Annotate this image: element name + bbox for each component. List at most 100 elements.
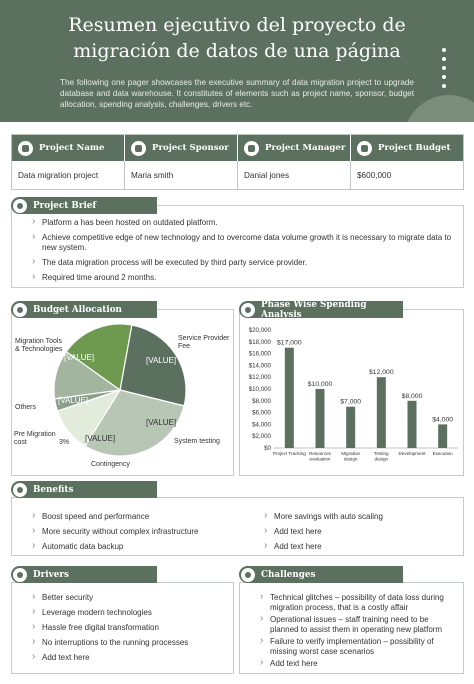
page-title: Resumen ejecutivo del proyecto de migrac… xyxy=(20,12,454,64)
bar-value-label: $7,000 xyxy=(340,399,361,406)
y-tick-label: $2,000 xyxy=(252,433,271,440)
challenges-box: Technical glitches – possibility of data… xyxy=(239,582,464,674)
project-manager-value: Danial jones xyxy=(238,161,351,189)
header-project-budget: Project Budget xyxy=(351,135,463,161)
list-item: The data migration process will be execu… xyxy=(30,257,455,268)
header-banner: Resumen ejecutivo del proyecto de migrac… xyxy=(0,0,474,122)
benefits-left-list: Boost speed and performance More securit… xyxy=(30,511,250,557)
handshake-icon xyxy=(131,140,146,156)
y-tick-label: $6,000 xyxy=(252,410,271,417)
bar xyxy=(346,406,356,448)
bar xyxy=(407,400,417,448)
slice-value-contingency: [VALUE] xyxy=(85,434,116,443)
y-tick-label: $8,000 xyxy=(252,398,271,405)
bar xyxy=(315,389,325,448)
benefits-right-list: More savings with auto scaling Add text … xyxy=(262,511,457,557)
bar xyxy=(284,347,294,448)
list-item: No interruptions to the running processe… xyxy=(30,637,230,648)
phase-spending-bar-chart: $0 $2,000 $4,000 $6,000 $8,000 $10,000 $12,000… xyxy=(249,327,458,462)
list-item: Achieve competitive edge of new technolo… xyxy=(30,232,455,253)
list-item: Better security xyxy=(30,592,230,603)
section-bullet-icon xyxy=(13,482,27,497)
benefits-heading: Benefits xyxy=(11,481,157,498)
bar-value-label: $10,000 xyxy=(308,381,333,388)
category-label: Testing design xyxy=(374,451,389,462)
slice-value-others: [VALUE] xyxy=(58,396,89,405)
pie-label-others: Others xyxy=(15,404,37,411)
category-label: Resources evaluation xyxy=(309,451,332,462)
category-label: Migration design xyxy=(341,451,360,462)
project-table-header: Project Name Project Sponsor Project Man… xyxy=(12,135,463,161)
challenges-heading: Challenges xyxy=(239,566,403,583)
y-tick-label: $18,000 xyxy=(249,339,272,346)
header-project-sponsor: Project Sponsor xyxy=(125,135,238,161)
section-bullet-icon xyxy=(241,567,255,582)
header-project-manager: Project Manager xyxy=(238,135,351,161)
bar xyxy=(376,377,386,448)
list-item: Technical glitches – possibility of data… xyxy=(258,592,458,612)
y-tick-label: $4,000 xyxy=(252,421,271,428)
list-item: Add text here xyxy=(262,526,457,537)
list-item: Automatic data backup xyxy=(30,541,250,552)
list-item: Boost speed and performance xyxy=(30,511,250,522)
section-bullet-icon xyxy=(13,198,27,213)
pie-label-pre-migration: Pre Migration cost xyxy=(14,431,56,446)
drivers-heading: Drivers xyxy=(11,566,157,583)
section-bullet-icon xyxy=(13,302,27,317)
money-icon xyxy=(357,140,372,156)
phase-spending-box: $0 $2,000 $4,000 $6,000 $8,000 $10,000 $12,000… xyxy=(239,309,464,476)
drivers-box: Better security Leverage modern technolo… xyxy=(11,582,234,674)
pie-slice-service xyxy=(119,324,187,407)
list-item: Required time around 2 months. xyxy=(30,272,455,283)
y-tick-label: $12,000 xyxy=(249,374,272,381)
bar-value-label: $12,000 xyxy=(369,369,394,376)
list-item: Operational issues – staff training need… xyxy=(258,614,458,634)
slice-value-system-testing: [VALUE] xyxy=(146,418,177,427)
decorative-circle-icon xyxy=(404,95,474,122)
y-tick-label: $0 xyxy=(264,445,271,452)
pie-label-contingency: Contingency xyxy=(91,461,130,468)
challenges-list: Technical glitches – possibility of data… xyxy=(258,592,458,674)
list-item: Add text here xyxy=(262,541,457,552)
project-table: Project Name Project Sponsor Project Man… xyxy=(11,134,464,190)
list-item: More savings with auto scaling xyxy=(262,511,457,522)
project-name-value: Data migration project xyxy=(12,161,125,189)
category-label: Execution xyxy=(433,451,454,456)
header-project-name: Project Name xyxy=(12,135,125,161)
list-item: Leverage modern technologies xyxy=(30,607,230,618)
pie-label-migration: Migration Tools & Technologies xyxy=(15,338,63,353)
slice-value-service: [VALUE] xyxy=(146,356,177,365)
project-budget-value: $600,000 xyxy=(357,170,392,180)
y-tick-label: $10,000 xyxy=(249,386,272,393)
clipboard-icon xyxy=(18,140,33,156)
list-item: Hassle free digital transformation xyxy=(30,622,230,633)
user-icon xyxy=(244,140,259,156)
category-label: Project Tracking xyxy=(273,451,306,456)
list-item: Platform a has been hosted on outdated p… xyxy=(30,217,455,228)
title-line-2: migración de datos de una página xyxy=(73,40,401,62)
decorative-dots-icon xyxy=(440,48,448,93)
project-brief-list: Platform a has been hosted on outdated p… xyxy=(30,217,455,288)
pie-slice-migration xyxy=(65,323,133,392)
bar-value-label: $17,000 xyxy=(277,340,302,347)
phase-spending-heading: Phase Wise Spending Analysis xyxy=(239,300,403,320)
project-sponsor-value: Maria smith xyxy=(125,161,238,189)
title-line-1: Resumen ejecutivo del proyecto de xyxy=(68,14,406,36)
project-brief-box: Platform a has been hosted on outdated p… xyxy=(11,205,464,288)
list-item: Failure to verify implementation – possi… xyxy=(258,636,458,656)
benefits-box: Boost speed and performance More securit… xyxy=(11,497,464,556)
header-description: The following one pager showcases the ex… xyxy=(60,78,414,109)
pie-label-service: Service Provider Fee xyxy=(178,335,230,350)
list-item: More security without complex infrastruc… xyxy=(30,526,250,537)
bar-value-label: $8,000 xyxy=(402,393,423,400)
pie-label-pre-migration-value: 3% xyxy=(59,439,70,446)
project-brief-heading: Project Brief xyxy=(11,197,157,214)
y-tick-label: $14,000 xyxy=(249,362,272,369)
list-item: Add text here xyxy=(258,658,458,669)
slice-value-migration: [VALUE] xyxy=(64,353,95,362)
pie-label-system-testing: System testing xyxy=(174,438,220,445)
y-tick-label: $16,000 xyxy=(249,351,272,358)
y-tick-label: $20,000 xyxy=(249,327,272,334)
list-item: Add text here xyxy=(30,652,230,663)
project-table-row: Data migration project Maria smith Dania… xyxy=(12,161,463,189)
